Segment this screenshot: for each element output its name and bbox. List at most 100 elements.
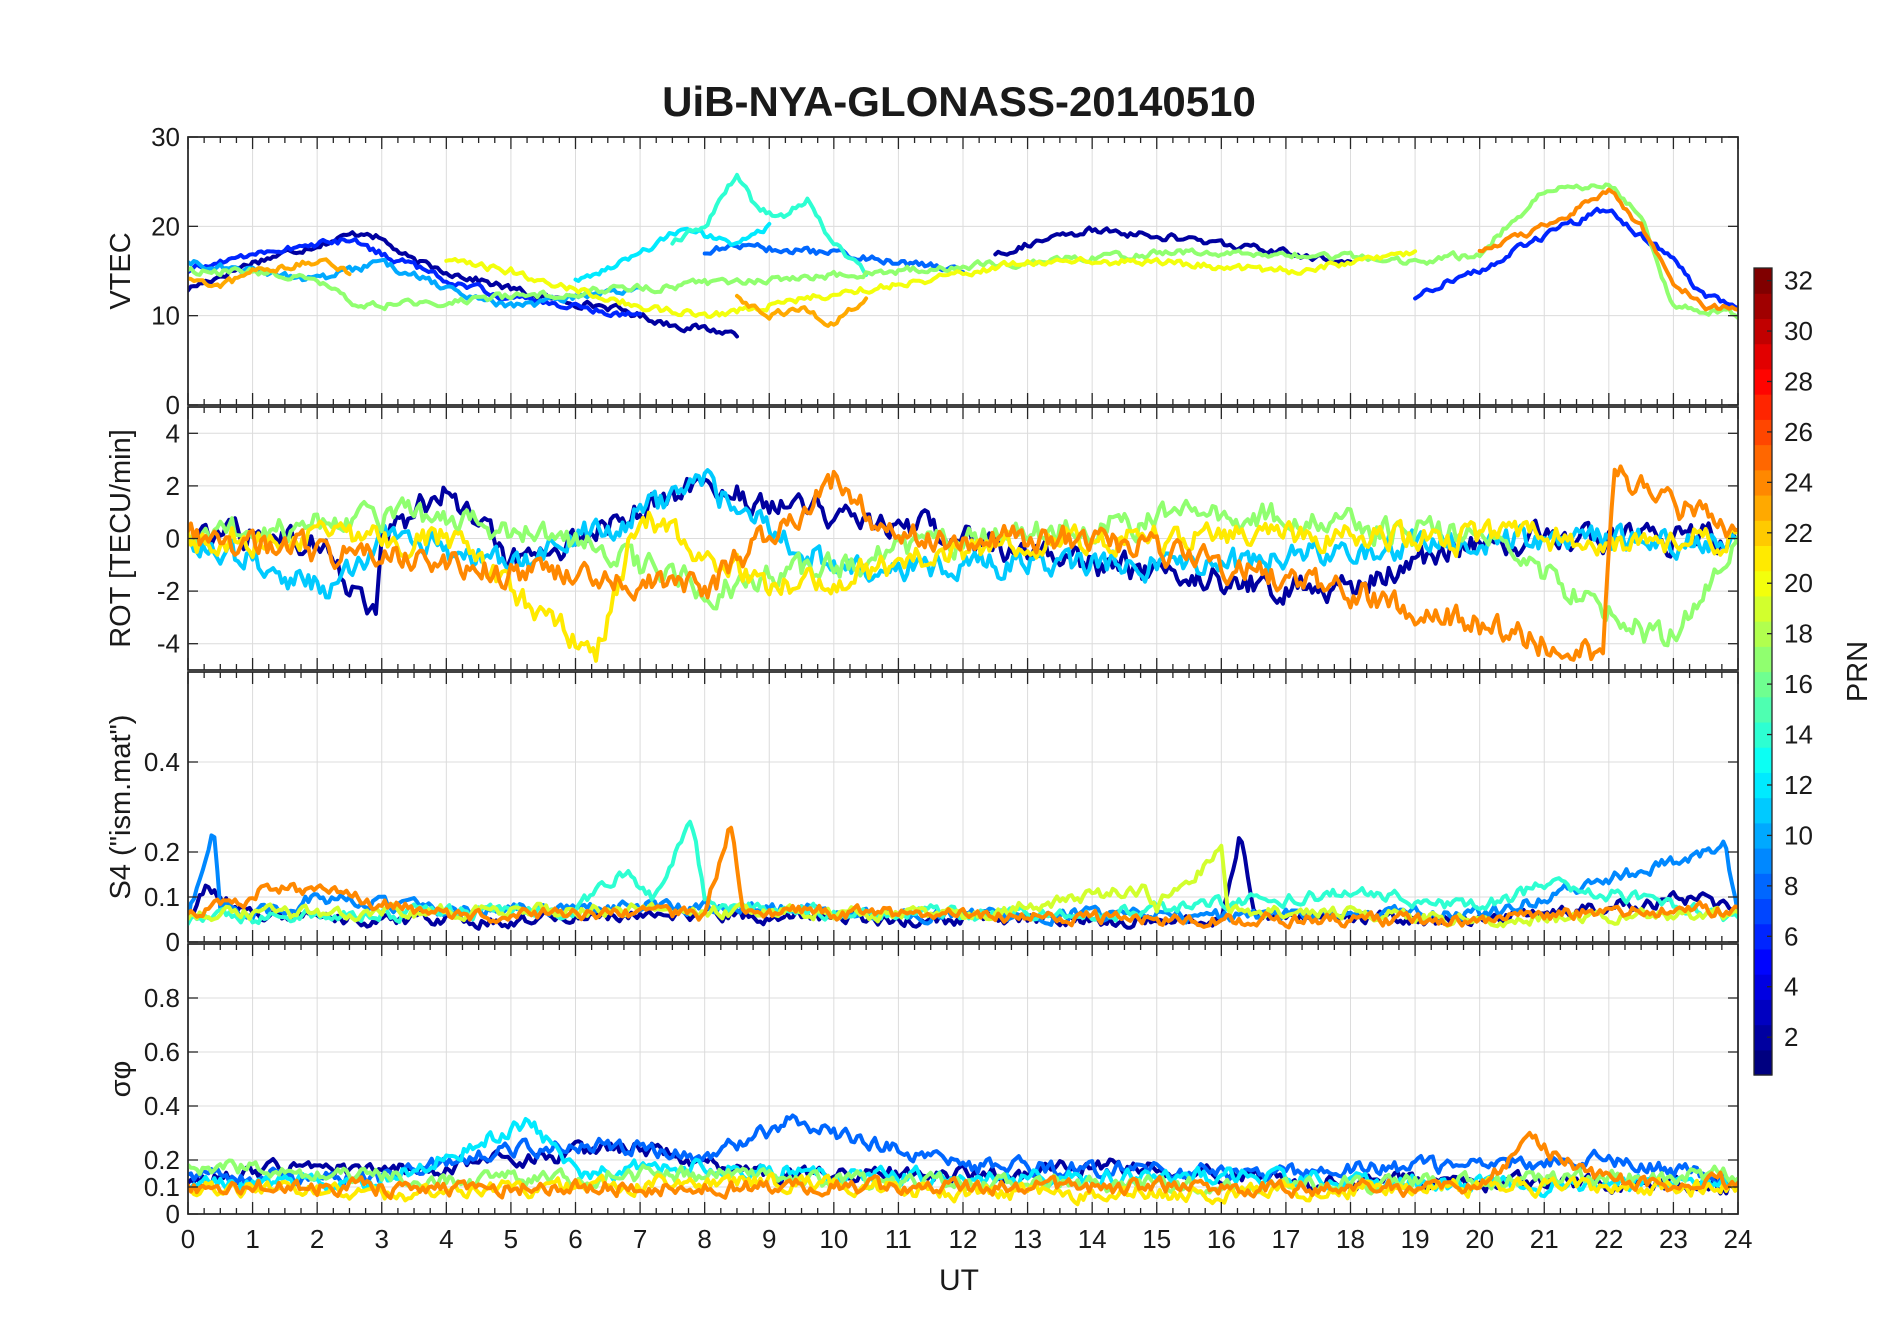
colorbar-swatch [1754, 570, 1772, 597]
series-line-rot-prn-24 [188, 464, 1738, 662]
y-tick-label: 0.2 [144, 1145, 180, 1175]
y-tick-label: 0 [166, 927, 180, 957]
series-line-vtec-prn-23 [735, 293, 869, 328]
y-axis-label: S4 ("ism.mat") [105, 715, 137, 900]
y-tick-label: 20 [151, 211, 180, 241]
x-tick-label: 22 [1594, 1224, 1623, 1254]
series-line-rot-prn-11 [188, 468, 1738, 600]
panel-s4-series [188, 819, 1738, 931]
colorbar-tick-label: 28 [1784, 366, 1813, 396]
y-tick-label: 0.8 [144, 983, 180, 1013]
x-tick-label: 19 [1401, 1224, 1430, 1254]
colorbar-swatch [1754, 444, 1772, 471]
y-tick-label: -2 [157, 576, 180, 606]
colorbar-tick-label: 32 [1784, 266, 1813, 296]
colorbar-tick-label: 20 [1784, 568, 1813, 598]
panel-vtec-series [188, 172, 1738, 339]
y-tick-label: -4 [157, 629, 180, 659]
colorbar-swatch [1754, 595, 1772, 622]
colorbar-swatch [1754, 848, 1772, 874]
y-axis-label: VTEC [105, 232, 137, 309]
x-tick-label: 5 [504, 1224, 518, 1254]
series-line-vtec-prn-6 [1413, 206, 1738, 310]
y-axis-label: σφ [105, 1061, 137, 1098]
x-tick-label: 1 [245, 1224, 259, 1254]
colorbar-swatch [1754, 621, 1772, 647]
y-tick-label: 4 [166, 418, 180, 448]
x-tick-label: 4 [439, 1224, 453, 1254]
series-line-vtec-prn-6 [188, 237, 643, 319]
x-tick-label: 11 [885, 1224, 912, 1254]
colorbar-swatch [1754, 368, 1772, 395]
y-tick-label: 30 [151, 122, 180, 152]
x-tick-label: 6 [568, 1224, 582, 1254]
x-tick-label: 21 [1530, 1224, 1559, 1254]
colorbar-swatch [1754, 898, 1772, 925]
y-tick-label: 0 [166, 390, 180, 420]
series-line-sigma-prn-24 [188, 1130, 1738, 1201]
colorbar-swatch [1754, 469, 1772, 496]
series-line-vtec-prn-14 [670, 172, 869, 277]
chart-title: UiB-NYA-GLONASS-20140510 [662, 78, 1256, 125]
colorbar-swatch [1754, 948, 1772, 975]
colorbar-swatch [1754, 772, 1772, 799]
panel-vtec: 0 10 20 30 VTEC [105, 122, 1739, 420]
colorbar-swatch [1754, 822, 1772, 849]
y-tick-label: 0.4 [144, 1091, 180, 1121]
x-tick-label: 9 [762, 1224, 776, 1254]
colorbar-tick-label: 6 [1784, 921, 1798, 951]
series-line-rot-prn-2 [188, 475, 1738, 616]
y-tick-label: 0.1 [144, 1172, 180, 1202]
y-tick-label: 0 [166, 524, 180, 554]
colorbar-swatch [1754, 646, 1772, 673]
series-line-vtec-prn-12 [573, 221, 772, 283]
x-tick-label: 13 [1013, 1224, 1042, 1254]
colorbar-swatch [1754, 1024, 1772, 1051]
colorbar-tick-label: 18 [1784, 619, 1813, 649]
colorbar-tick-label: 14 [1784, 720, 1813, 750]
colorbar-swatch [1754, 1049, 1772, 1076]
x-tick-label: 8 [697, 1224, 711, 1254]
colorbar-swatch [1754, 999, 1772, 1026]
colorbar-tick-label: 4 [1784, 972, 1798, 1002]
series-line-vtec-prn-24 [1477, 187, 1738, 312]
y-tick-label: 0.6 [144, 1037, 180, 1067]
series-line-vtec-prn-17 [188, 182, 1738, 320]
series-line-vtec-prn-23 [188, 257, 352, 289]
x-tick-label: 20 [1465, 1224, 1494, 1254]
colorbar-tick-label: 12 [1784, 770, 1813, 800]
colorbar-swatch [1754, 923, 1772, 950]
colorbar-swatch [1754, 268, 1772, 294]
panel-rot-series [188, 464, 1738, 663]
colorbar-frame [1753, 267, 1773, 1076]
x-tick-label: 23 [1659, 1224, 1688, 1254]
x-tick-label: 14 [1078, 1224, 1107, 1254]
x-tick-label: 17 [1271, 1224, 1300, 1254]
panel-s4: 0 0.1 0.2 0.4S4 ("ism.mat") [105, 671, 1739, 957]
y-tick-label: 0.1 [144, 882, 180, 912]
x-tick-label: 16 [1207, 1224, 1236, 1254]
x-tick-label: 12 [949, 1224, 978, 1254]
colorbar-swatch [1754, 671, 1772, 698]
y-tick-label: 10 [151, 301, 180, 331]
colorbar-swatch [1754, 696, 1772, 723]
series-line-vtec-prn-20 [444, 249, 1418, 319]
x-tick-label: 18 [1336, 1224, 1365, 1254]
colorbar-tick-label: 22 [1784, 518, 1813, 548]
colorbar-tick-label: 2 [1784, 1022, 1798, 1052]
panel-rot: -4 -2 0 2 4 ROT [TECU/min] [105, 406, 1739, 671]
x-tick-label: 3 [375, 1224, 389, 1254]
colorbar-swatch [1754, 797, 1772, 824]
x-tick-label: 15 [1142, 1224, 1171, 1254]
series-line-vtec-prn-8 [702, 242, 965, 275]
colorbar-swatch [1754, 343, 1772, 370]
colorbar-tick-label: 8 [1784, 871, 1798, 901]
panel-sigma-series [188, 1113, 1738, 1207]
colorbar-swatch [1754, 494, 1772, 521]
colorbar-swatch [1754, 520, 1772, 547]
colorbar-tick-label: 10 [1784, 820, 1813, 850]
